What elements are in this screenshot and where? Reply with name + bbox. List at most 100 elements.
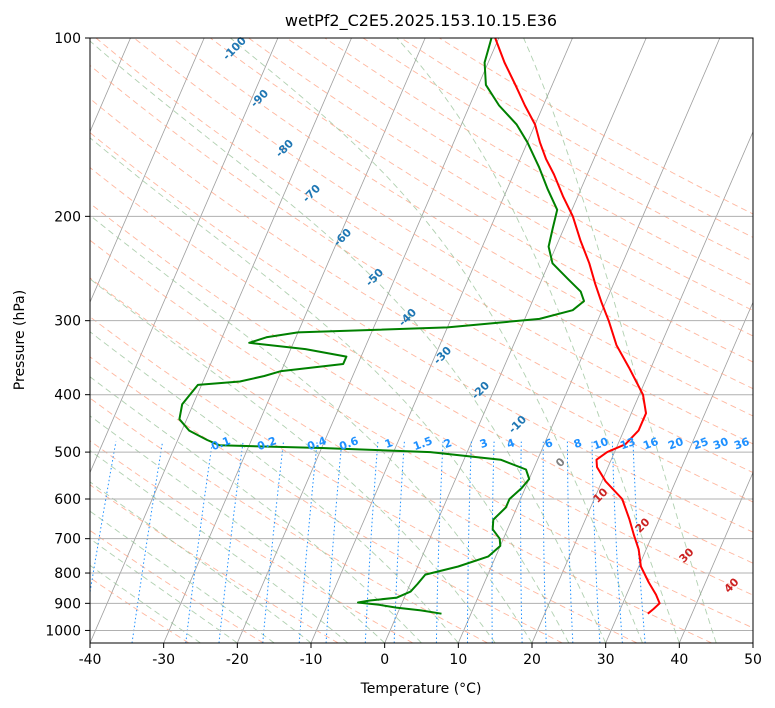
isotherm-label: -20	[469, 379, 492, 402]
dry-adiabat-line	[90, 277, 712, 643]
x-tick-label: -20	[226, 652, 249, 668]
dry-adiabat-line	[90, 167, 753, 564]
mixing-ratio-label: 0.1	[209, 434, 232, 453]
y-tick-label: 900	[54, 596, 81, 612]
mixing-ratio-line	[566, 441, 574, 643]
mixing-ratio-label: 30	[711, 435, 730, 453]
moist-adiabat-line	[90, 137, 570, 643]
moist-adiabat-line	[90, 278, 496, 643]
moist-adiabat-line	[90, 449, 349, 643]
y-tick-label: 400	[54, 388, 81, 404]
line-labels: -100-90-80-70-60-50-40-30-20-10010203040…	[209, 34, 751, 596]
mixing-ratio-label: 6	[543, 436, 555, 451]
y-tick-label: 300	[54, 314, 81, 330]
mixing-ratio-line	[185, 441, 213, 643]
x-tick-label: -30	[152, 652, 175, 668]
mixing-ratio-label: 1.5	[411, 434, 434, 453]
mixing-ratio-line	[131, 441, 164, 643]
mixing-ratio-label: 36	[732, 435, 751, 453]
mixing-ratio-label: 4	[505, 436, 517, 451]
x-tick-label: 20	[523, 652, 541, 668]
dry-adiabat-line	[90, 397, 488, 643]
isotherm-line	[678, 471, 753, 643]
x-tick-label: 50	[744, 652, 762, 668]
mixing-ratio-line	[364, 441, 379, 643]
mixing-ratio-line	[218, 441, 244, 643]
dry-adiabat-line	[362, 38, 753, 262]
mixing-ratio-label: 0.2	[255, 434, 278, 453]
moist-adiabat-line	[90, 40, 607, 643]
y-tick-label: 600	[54, 492, 81, 508]
isotherm-label: -50	[363, 266, 386, 289]
isotherm-label: -90	[248, 87, 271, 110]
dry-adiabat-line	[172, 38, 753, 390]
background-lines	[90, 38, 753, 643]
isotherm-line	[384, 38, 647, 643]
mixing-ratio-line	[325, 441, 343, 643]
temperature-profile-line	[494, 38, 661, 615]
mixing-ratio-line	[435, 441, 444, 643]
isotherm-label: -10	[506, 413, 529, 436]
mixing-ratio-label: 10	[591, 435, 610, 453]
x-tick-label: 30	[597, 652, 615, 668]
x-tick-label: 10	[449, 652, 467, 668]
moist-adiabat-line	[396, 38, 680, 643]
dry-adiabat-label: 30	[677, 545, 697, 565]
isotherm-line	[90, 38, 205, 304]
dry-adiabat-line	[90, 98, 753, 503]
isotherm-line	[752, 641, 753, 643]
moist-adiabat-line	[523, 38, 717, 643]
moist-adiabat-line	[230, 38, 643, 643]
profiles	[178, 38, 661, 615]
mixing-ratio-label: 20	[666, 435, 685, 453]
x-tick-label: 40	[670, 652, 688, 668]
isotherm-line	[605, 301, 753, 643]
y-tick-label: 500	[54, 445, 81, 461]
y-tick-label: 200	[54, 209, 81, 225]
x-axis-title: Temperature (°C)	[360, 681, 482, 697]
dry-adiabat-label: 0	[553, 455, 568, 470]
dry-adiabat-line	[90, 529, 264, 643]
dry-adiabat-label: 40	[722, 575, 742, 595]
dry-adiabat-line	[90, 202, 753, 596]
mixing-ratio-line	[611, 441, 623, 643]
plot-frame	[89, 37, 754, 644]
x-tick-label: 0	[380, 652, 389, 668]
mixing-ratio-label: 13	[618, 435, 637, 452]
moist-adiabat-line	[90, 510, 275, 643]
isotherm-line	[90, 38, 279, 474]
dry-adiabat-line	[133, 38, 753, 417]
dry-adiabat-line	[90, 484, 339, 643]
y-axis-title: Pressure (hPa)	[12, 290, 28, 390]
isotherm-line	[163, 38, 426, 643]
isotherm-line	[236, 38, 500, 643]
mixing-ratio-label: 8	[572, 436, 584, 451]
mixing-ratio-label: 16	[641, 435, 660, 453]
moist-adiabat-line	[90, 214, 533, 643]
moist-adiabat-line	[90, 376, 422, 643]
x-tick-label: -10	[300, 652, 323, 668]
dry-adiabat-line	[90, 316, 638, 643]
moist-adiabat-line	[90, 538, 238, 643]
mixing-ratio-line	[393, 441, 405, 643]
mixing-ratio-line	[467, 441, 472, 643]
mixing-ratio-label: 3	[478, 436, 490, 451]
isotherm-label: -30	[431, 344, 454, 367]
mixing-ratio-label: 2	[442, 436, 454, 451]
dry-adiabat-line	[90, 239, 753, 629]
dry-adiabat-line	[90, 440, 414, 643]
mixing-ratio-label: 0.4	[305, 434, 328, 453]
y-tick-label: 700	[54, 532, 81, 548]
mixing-ratio-line	[591, 441, 601, 643]
dry-adiabat-line	[95, 38, 753, 445]
isotherm-line	[90, 38, 352, 643]
isotherm-line	[457, 38, 721, 643]
dry-adiabat-line	[324, 38, 753, 287]
dry-adiabat-line	[90, 356, 563, 643]
dewpoint-profile-line	[178, 38, 585, 615]
isotherm-label: -70	[300, 182, 323, 205]
y-tick-label: 100	[54, 31, 81, 47]
dry-adiabat-line	[90, 132, 753, 533]
chart-title: wetPf2_C2E5.2025.153.10.15.E36	[285, 11, 557, 31]
